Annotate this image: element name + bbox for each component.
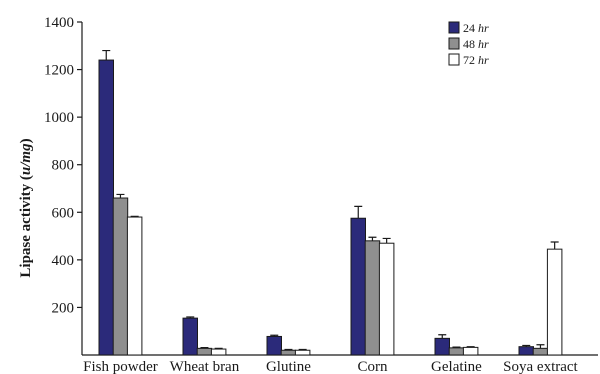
y-tick-label: 1000 [44,110,74,126]
y-tick-label: 1200 [44,63,74,79]
error-bar [130,215,139,218]
x-axis: Fish powder Wheat bran Glutine Corn Gelatine… [82,354,598,374]
y-axis-label: Lipase activity (u/mg) [18,138,34,277]
legend-swatch [448,53,460,66]
legend-swatch [448,21,460,34]
error-bar [452,346,461,348]
error-bar [522,344,531,347]
bar [126,216,143,356]
y-tick-label: 200 [52,300,75,316]
bar [518,346,534,356]
legend-label: 48 hr [463,37,489,51]
bar-group [182,316,227,356]
bar [448,347,465,356]
error-bar [214,347,223,350]
bar-group [350,205,395,356]
bar [532,347,549,356]
x-tick-label: Wheat bran [170,359,240,374]
x-tick-label: Corn [357,359,388,374]
legend-label: 24 hr [463,21,489,35]
y-tick-label: 800 [52,158,75,174]
error-bar [466,346,475,348]
legend-swatch [448,37,460,50]
error-bar [550,241,559,250]
y-tick-label: 1400 [44,15,74,31]
bar [462,346,479,356]
y-axis-label-text: Lipase activity ( [18,175,34,278]
error-bar [284,348,293,351]
bar [182,317,198,356]
x-tick-label: Fish powder [83,359,158,374]
y-axis: 200 400 600 800 1000 1200 1400 [44,15,83,355]
bar [196,347,213,356]
y-tick-label: 600 [52,205,75,221]
bar [280,349,297,356]
error-bar [382,237,391,244]
bar-group [98,49,143,356]
error-bar [200,347,209,349]
bar [294,349,311,356]
bar [350,217,366,356]
bar [112,197,129,356]
bar [434,337,450,356]
y-tick-label: 400 [52,253,75,269]
x-tick-label: Soya extract [503,359,578,374]
y-axis-label-unit: u/mg [18,143,34,175]
error-bar [368,236,377,241]
bar [364,240,381,356]
bar [378,242,395,356]
bar-group [266,334,311,356]
bar-group [434,334,479,356]
error-bar [298,348,307,351]
bar [546,248,563,356]
error-bar [186,316,195,319]
legend-label: 72 hr [463,53,489,67]
bar [266,335,282,356]
x-tick-label: Gelatine [431,359,482,374]
error-bar [270,334,279,337]
legend: 24 hr 48 hr 72 hr [448,21,489,67]
error-bar [116,193,125,199]
error-bar [438,334,447,339]
bar-group [518,241,563,356]
legend-item: 72 hr [448,53,489,67]
error-bar [102,49,111,61]
legend-item: 24 hr [448,21,489,35]
bar-groups [98,49,563,356]
bar [98,59,114,356]
legend-item: 48 hr [448,37,489,51]
error-bar [536,344,545,349]
x-tick-label: Glutine [266,359,311,374]
bar [210,348,227,356]
y-axis-label-close: ) [18,138,34,143]
error-bar [354,205,363,219]
